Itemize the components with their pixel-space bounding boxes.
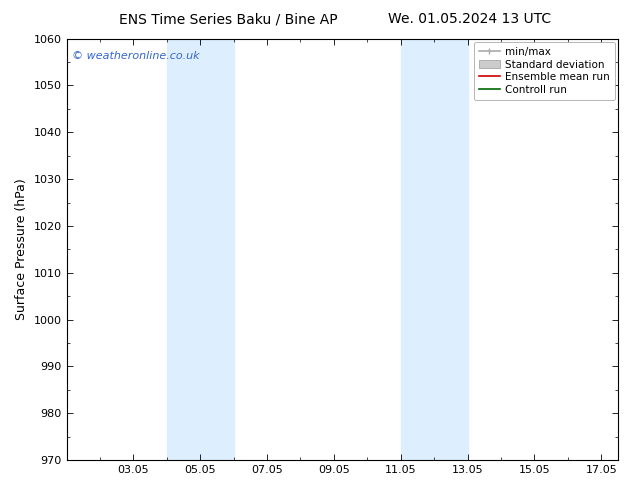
Text: © weatheronline.co.uk: © weatheronline.co.uk <box>72 51 200 61</box>
Text: ENS Time Series Baku / Bine AP: ENS Time Series Baku / Bine AP <box>119 12 337 26</box>
Legend: min/max, Standard deviation, Ensemble mean run, Controll run: min/max, Standard deviation, Ensemble me… <box>474 42 615 100</box>
Y-axis label: Surface Pressure (hPa): Surface Pressure (hPa) <box>15 178 28 320</box>
Bar <box>167 39 234 460</box>
Bar <box>401 39 468 460</box>
Text: We. 01.05.2024 13 UTC: We. 01.05.2024 13 UTC <box>387 12 551 26</box>
